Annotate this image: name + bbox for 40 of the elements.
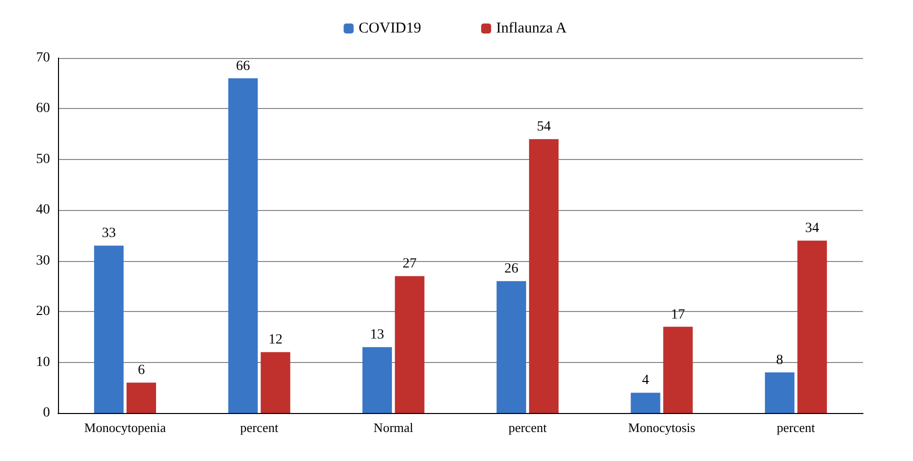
- bar: [630, 392, 660, 413]
- bar: [94, 246, 124, 413]
- data-label: 54: [536, 120, 551, 135]
- bar: [764, 372, 794, 413]
- bar: [496, 281, 526, 413]
- bar: [126, 382, 156, 413]
- x-tick-label: percent: [240, 420, 279, 435]
- data-label: 66: [236, 58, 250, 74]
- data-label: 12: [268, 332, 282, 348]
- data-label: 17: [670, 307, 685, 322]
- bar: [529, 139, 559, 413]
- y-tick-label: 20: [36, 304, 50, 320]
- x-tick-label: percent: [508, 420, 548, 435]
- bar: [260, 352, 290, 413]
- bar: [394, 276, 424, 413]
- y-tick-label: 50: [36, 152, 50, 167]
- data-label: 34: [805, 221, 820, 236]
- bar: [362, 347, 392, 413]
- y-tick-label: 70: [36, 50, 50, 66]
- data-label: 33: [102, 226, 116, 242]
- bar: [228, 78, 258, 413]
- legend-label: Inflaunza A: [496, 20, 567, 36]
- y-tick-label: 60: [36, 101, 50, 116]
- data-label: 26: [504, 262, 518, 277]
- x-tick-label: Monocytosis: [628, 420, 696, 435]
- x-tick-label: Normal: [374, 420, 414, 435]
- bar: [797, 240, 827, 413]
- y-tick-label: 40: [36, 202, 50, 218]
- x-tick-label: Monocytopenia: [84, 420, 166, 435]
- data-label: 27: [402, 256, 417, 272]
- y-tick-label: 0: [43, 406, 50, 420]
- y-tick-label: 10: [36, 354, 50, 370]
- data-label: 6: [138, 363, 145, 378]
- data-label: 4: [642, 373, 650, 388]
- y-tick-label: 30: [36, 253, 50, 268]
- data-label: 8: [776, 352, 784, 368]
- data-label: 13: [370, 328, 384, 343]
- x-tick-label: percent: [776, 420, 816, 435]
- legend-label: COVID19: [358, 20, 422, 36]
- bar: [663, 326, 693, 413]
